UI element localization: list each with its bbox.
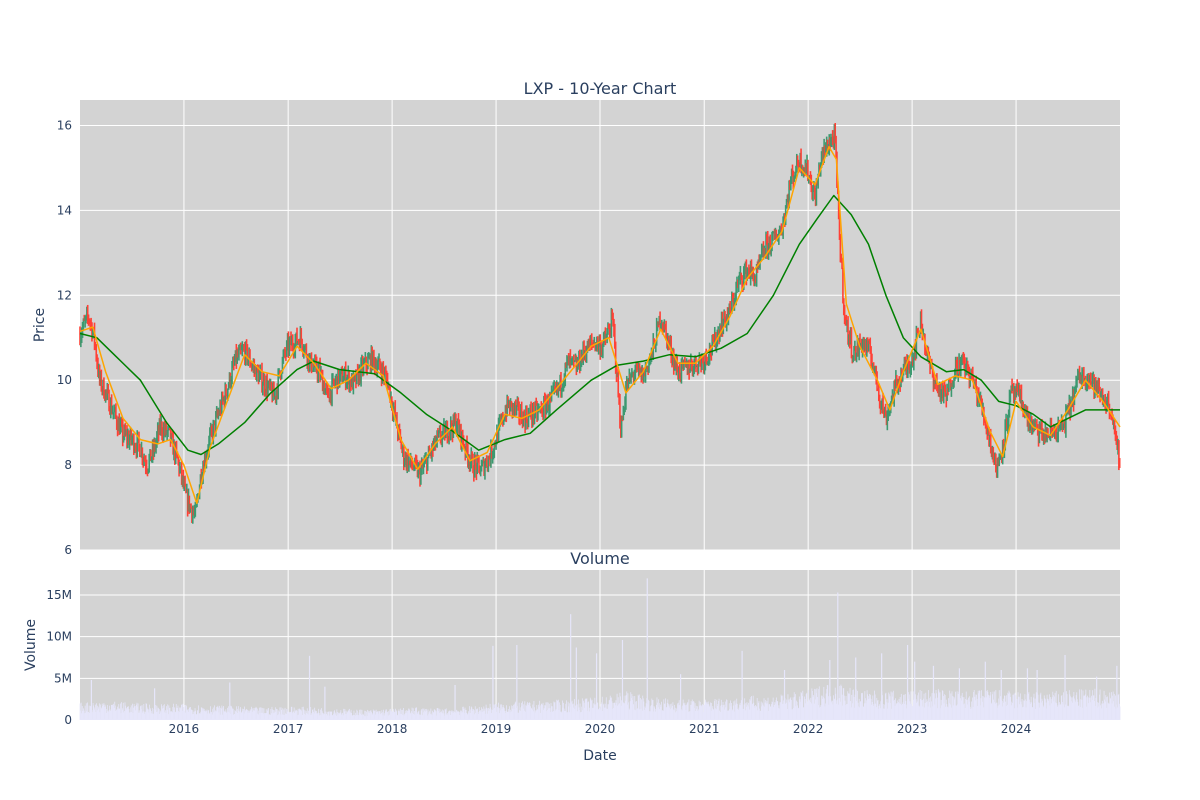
x-tick-label: 2023	[897, 722, 928, 736]
volume-y-tick-label: 15M	[46, 588, 72, 602]
x-tick-label: 2020	[585, 722, 616, 736]
long-moving-average-line	[79, 194, 1120, 456]
short-moving-average-line	[79, 145, 1121, 505]
x-tick-label: 2021	[689, 722, 720, 736]
price-axis-title: Price	[32, 308, 48, 342]
volume-y-tick-label: 10M	[46, 630, 72, 644]
price-y-tick-label: 14	[57, 203, 72, 217]
volume-bars	[79, 578, 1121, 720]
x-tick-label: 2024	[1001, 722, 1032, 736]
volume-panel: 2016 2017 2018 2019 2020 2021 2022 2023 2024 0 5M 1…	[46, 570, 1121, 736]
x-tick-label: 2019	[481, 722, 512, 736]
price-panel: 6 8 10 12 14 16	[57, 100, 1121, 557]
volume-axis-title: Volume	[23, 619, 39, 671]
x-tick-label: 2018	[377, 722, 408, 736]
x-tick-label: 2017	[273, 722, 304, 736]
price-y-tick-label: 6	[64, 543, 72, 557]
price-y-tick-label: 10	[57, 373, 72, 387]
volume-y-tick-label: 0	[64, 713, 72, 727]
price-chart-title: LXP - 10-Year Chart	[524, 79, 677, 98]
x-tick-label: 2016	[169, 722, 200, 736]
x-tick-label: 2022	[793, 722, 824, 736]
price-y-tick-label: 12	[57, 288, 72, 302]
price-y-tick-label: 16	[57, 118, 72, 132]
date-axis-title: Date	[583, 748, 616, 764]
volume-y-tick-label: 5M	[54, 671, 72, 685]
price-y-tick-label: 8	[64, 458, 72, 472]
volume-chart-title: Volume	[570, 549, 630, 568]
